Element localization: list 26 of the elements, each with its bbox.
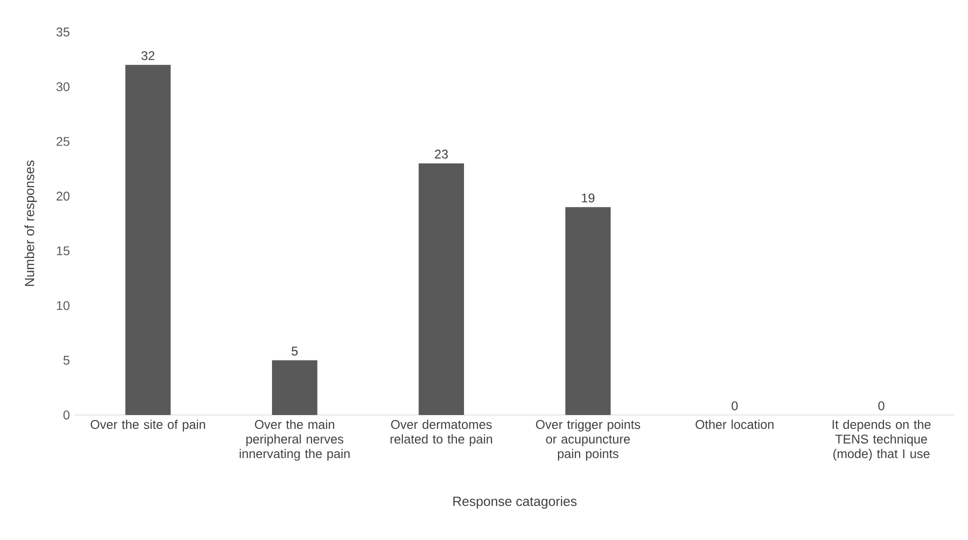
data-label: 23 [434, 150, 448, 159]
x-tick-label: Over the main peripheral nerves innervating the pain [240, 420, 350, 461]
data-label: 0 [878, 401, 884, 410]
x-tick-label: Other location [696, 420, 774, 429]
x-tick-label: Over trigger points or acupuncture pain points [536, 420, 640, 461]
y-tick-label: 25 [56, 136, 70, 146]
y-tick-label: 30 [56, 82, 70, 92]
y-tick-label: 20 [56, 192, 70, 201]
bar [272, 360, 318, 415]
y-tick-label: 0 [63, 410, 70, 420]
data-label: 32 [141, 51, 154, 60]
bar [565, 207, 611, 415]
bar [418, 163, 464, 415]
bar [125, 64, 171, 415]
x-tick-label: It depends on the TENS technique (mode) that I use [832, 420, 931, 461]
y-tick-label: 10 [56, 301, 70, 310]
x-tick-label: Over dermatomes related to the pain [390, 420, 492, 446]
data-label: 0 [732, 401, 738, 410]
data-label: 19 [582, 193, 594, 202]
y-axis-title: Number of responses [24, 160, 37, 286]
y-tick-label: 35 [56, 28, 70, 36]
x-tick-label: Over the site of pain [90, 420, 206, 432]
data-label: 5 [292, 346, 298, 356]
x-axis-title: Response catagories [453, 496, 577, 509]
y-tick-label: 15 [56, 246, 70, 256]
y-tick-label: 5 [63, 356, 70, 365]
